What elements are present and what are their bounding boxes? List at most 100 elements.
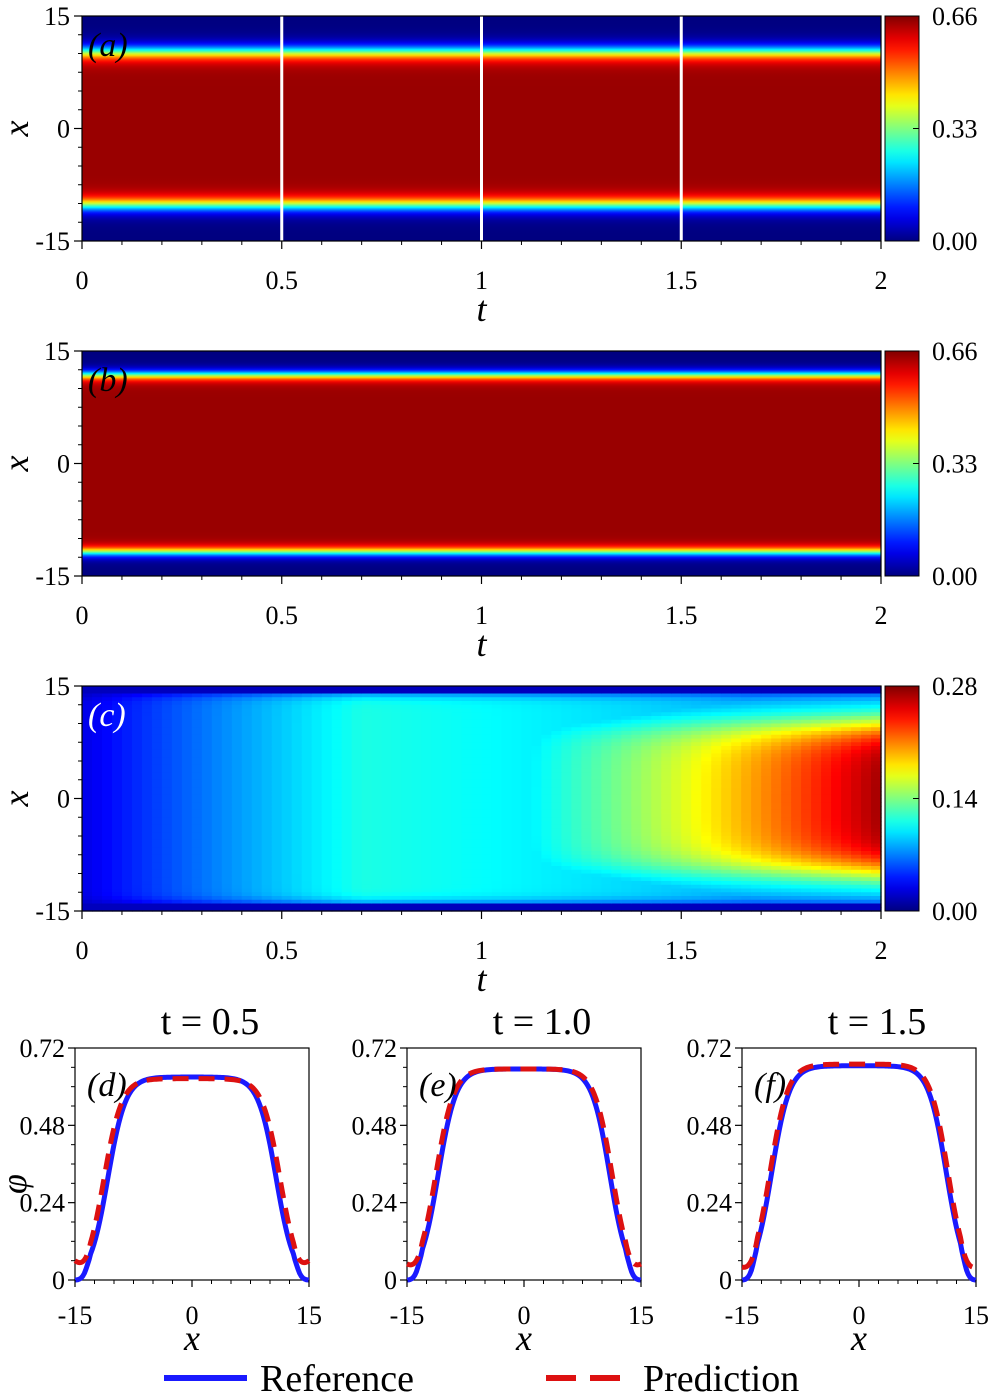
heatmap-cell bbox=[231, 761, 243, 766]
heatmap-cell bbox=[861, 779, 872, 785]
heatmap-cell bbox=[321, 839, 333, 845]
heatmap-cell bbox=[141, 836, 153, 841]
heatmap-cell bbox=[121, 701, 133, 706]
heatmap-cell bbox=[111, 843, 123, 848]
heatmap-cell bbox=[131, 776, 143, 781]
heatmap-cell bbox=[501, 817, 513, 822]
heatmap-cell bbox=[421, 794, 433, 800]
heatmap-cell bbox=[261, 776, 273, 781]
heatmap-cell bbox=[791, 888, 802, 893]
heatmap-cell bbox=[161, 776, 173, 781]
heatmap-cell bbox=[601, 779, 612, 785]
heatmap-cell bbox=[391, 877, 403, 882]
heatmap-cell bbox=[261, 686, 273, 691]
heatmap-cell bbox=[331, 899, 343, 905]
heatmap-cell bbox=[91, 708, 103, 713]
heatmap-cell bbox=[141, 701, 153, 706]
heatmap-cell bbox=[711, 817, 722, 822]
heatmap-cell bbox=[421, 847, 433, 852]
heatmap-cell bbox=[391, 768, 403, 773]
heatmap-cell bbox=[331, 749, 343, 755]
heatmap-cell bbox=[341, 734, 353, 740]
heatmap-cell bbox=[821, 746, 832, 751]
heatmap-cell bbox=[321, 854, 333, 860]
heatmap-cell bbox=[581, 701, 592, 706]
colorbar-tick-label: 0.33 bbox=[932, 450, 978, 479]
heatmap-cell bbox=[641, 884, 652, 890]
heatmap-cell bbox=[391, 708, 403, 713]
heatmap-cell bbox=[131, 877, 143, 882]
heatmap-cell bbox=[591, 824, 602, 830]
heatmap-cell bbox=[221, 851, 233, 856]
heatmap-cell bbox=[581, 719, 592, 725]
heatmap-cell bbox=[441, 772, 453, 777]
heatmap-cell bbox=[101, 899, 113, 905]
heatmap-cell bbox=[541, 907, 553, 912]
heatmap-cell bbox=[361, 708, 373, 713]
heatmap-cell bbox=[561, 869, 572, 875]
heatmap-cell bbox=[691, 731, 702, 736]
heatmap-cell bbox=[401, 723, 413, 728]
heatmap-cell bbox=[261, 779, 273, 785]
heatmap-cell bbox=[761, 701, 772, 706]
heatmap-cell bbox=[271, 693, 283, 698]
heatmap-cell bbox=[641, 858, 652, 863]
heatmap-cell bbox=[491, 839, 503, 845]
heatmap-cell bbox=[821, 817, 832, 822]
heatmap-cell bbox=[191, 877, 203, 882]
heatmap-cell bbox=[281, 873, 293, 878]
heatmap-cell bbox=[191, 888, 203, 893]
heatmap-cell bbox=[701, 873, 712, 878]
heatmap-cell bbox=[451, 791, 463, 796]
plot-frame bbox=[74, 1047, 310, 1281]
heatmap-cell bbox=[861, 708, 872, 713]
heatmap-cell bbox=[591, 899, 602, 905]
heatmap-cell bbox=[751, 734, 762, 740]
heatmap-cell bbox=[151, 686, 163, 691]
heatmap-cell bbox=[631, 843, 642, 848]
heatmap-cell bbox=[401, 772, 413, 777]
heatmap-cell bbox=[601, 686, 612, 691]
heatmap-cell bbox=[161, 794, 173, 800]
heatmap-cell bbox=[331, 712, 343, 717]
heatmap-cell bbox=[301, 854, 313, 860]
heatmap-cell bbox=[341, 899, 353, 905]
heatmap-cell bbox=[671, 727, 682, 732]
heatmap-cell bbox=[241, 866, 253, 871]
heatmap-cell bbox=[511, 794, 523, 800]
heatmap-cell bbox=[141, 768, 153, 773]
heatmap-cell bbox=[191, 847, 203, 852]
heatmap-cell bbox=[331, 686, 343, 691]
heatmap-cell bbox=[681, 843, 692, 848]
heatmap-cell bbox=[811, 832, 822, 837]
heatmap-cell bbox=[711, 809, 722, 815]
heatmap-cell bbox=[291, 723, 303, 728]
heatmap-cell bbox=[271, 821, 283, 826]
heatmap-cell bbox=[521, 764, 533, 770]
heatmap-cell bbox=[621, 832, 632, 837]
heatmap-cell bbox=[241, 764, 253, 770]
heatmap-cell bbox=[851, 798, 862, 803]
y-tick-label: 0 bbox=[52, 1266, 65, 1295]
heatmap-cell bbox=[731, 768, 742, 773]
heatmap-cell bbox=[831, 877, 842, 882]
heatmap-cell bbox=[531, 738, 543, 743]
heatmap-cell bbox=[101, 824, 113, 830]
heatmap-cell bbox=[141, 708, 153, 713]
heatmap-cell bbox=[281, 746, 293, 751]
heatmap-cell bbox=[91, 847, 103, 852]
heatmap-cell bbox=[331, 806, 343, 811]
heatmap-cell bbox=[481, 847, 493, 852]
heatmap-cell bbox=[281, 716, 293, 721]
heatmap-cell bbox=[111, 689, 123, 695]
heatmap-cell bbox=[731, 896, 742, 901]
heatmap-cell bbox=[841, 723, 852, 728]
heatmap-cell bbox=[171, 716, 183, 721]
heatmap-cell bbox=[101, 764, 113, 770]
heatmap-cell bbox=[641, 866, 652, 871]
heatmap-cell bbox=[641, 716, 652, 721]
heatmap-cell bbox=[541, 802, 553, 807]
heatmap-cell bbox=[211, 903, 223, 908]
heatmap-cell bbox=[231, 689, 243, 695]
heatmap-cell bbox=[501, 783, 513, 788]
